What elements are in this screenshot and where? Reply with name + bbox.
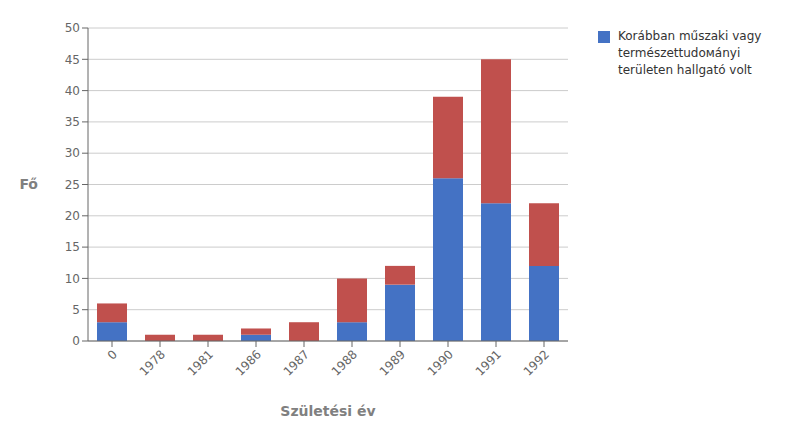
- svg-text:1992: 1992: [521, 347, 552, 378]
- svg-text:5: 5: [72, 303, 80, 317]
- svg-text:1987: 1987: [281, 347, 312, 378]
- svg-text:30: 30: [65, 146, 80, 160]
- svg-text:1978: 1978: [137, 347, 168, 378]
- svg-text:Fő: Fő: [19, 176, 38, 192]
- svg-text:1989: 1989: [377, 347, 408, 378]
- svg-text:1986: 1986: [233, 347, 264, 378]
- svg-text:1991: 1991: [473, 347, 504, 378]
- svg-text:1981: 1981: [185, 347, 216, 378]
- svg-text:0: 0: [72, 334, 80, 348]
- html-text:természettudомányi: természettudомányi: [618, 46, 741, 60]
- svg-text:0: 0: [105, 347, 120, 362]
- svg-text:15: 15: [65, 240, 80, 254]
- svg-text:40: 40: [65, 84, 80, 98]
- svg-text:20: 20: [65, 209, 80, 223]
- svg-text:50: 50: [65, 21, 80, 35]
- svg-text:1990: 1990: [425, 347, 456, 378]
- svg-text:35: 35: [65, 115, 80, 129]
- svg-text:45: 45: [65, 53, 80, 67]
- html-text:területеn hallgató volt: területеn hallgató volt: [618, 63, 752, 77]
- svg-text:Születési év: Születési év: [280, 403, 375, 419]
- svg-text:10: 10: [65, 272, 80, 286]
- svg-text:1988: 1988: [329, 347, 360, 378]
- html-text:Korábban műszaki vagy: Korábban műszaki vagy: [618, 29, 762, 43]
- svg-text:25: 25: [65, 178, 80, 192]
